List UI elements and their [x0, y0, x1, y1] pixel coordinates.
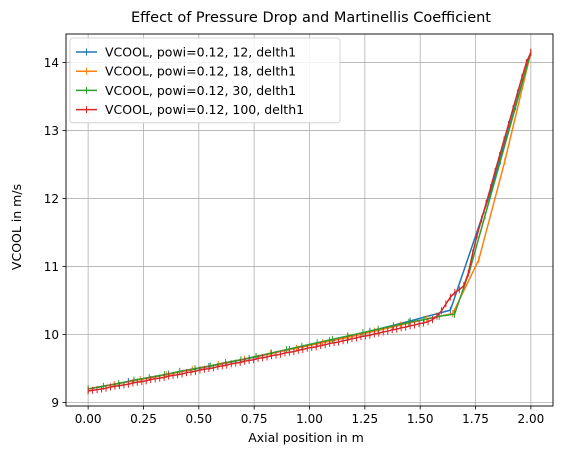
x-tick-label: 0.50	[185, 412, 212, 426]
x-axis: 0.00 0.25 0.50 0.75 1.00 1.25 1.50 1.75 2.00	[75, 406, 544, 426]
legend-label: VCOOL, powi=0.12, 12, delth1	[105, 45, 296, 60]
x-tick-label: 0.00	[75, 412, 102, 426]
x-tick-label: 1.00	[296, 412, 323, 426]
y-tick-label: 13	[44, 124, 59, 138]
y-tick-label: 10	[44, 328, 59, 342]
legend-entry: VCOOL, powi=0.12, 18, delth1	[76, 64, 296, 79]
x-tick-label: 0.75	[241, 412, 268, 426]
series-line	[88, 52, 532, 392]
series-group	[87, 48, 532, 395]
series-4	[87, 48, 532, 395]
y-tick-label: 14	[44, 56, 59, 70]
grid	[66, 34, 553, 406]
legend: VCOOL, powi=0.12, 12, delth1 VCOOL, powi=…	[69, 37, 341, 124]
y-tick-label: 12	[44, 192, 59, 206]
legend-entry: VCOOL, powi=0.12, 12, delth1	[76, 45, 296, 60]
legend-label: VCOOL, powi=0.12, 18, delth1	[105, 64, 296, 79]
y-axis: 9 10 11 12 13 14	[44, 56, 66, 410]
x-tick-label: 1.25	[351, 412, 378, 426]
series-line	[88, 52, 532, 390]
x-axis-label: Axial position in m	[248, 430, 364, 445]
x-tick-label: 0.25	[130, 412, 157, 426]
x-tick-label: 1.50	[407, 412, 434, 426]
x-tick-label: 2.00	[518, 412, 545, 426]
legend-label: VCOOL, powi=0.12, 30, delth1	[105, 83, 296, 98]
y-tick-label: 11	[44, 260, 59, 274]
y-tick-label: 9	[51, 396, 59, 410]
legend-box	[69, 37, 341, 124]
chart-title: Effect of Pressure Drop and Martinellis …	[131, 10, 491, 26]
legend-entry: VCOOL, powi=0.12, 30, delth1	[76, 83, 296, 98]
y-axis-label: VCOOL in m/s	[9, 184, 24, 270]
legend-entry: VCOOL, powi=0.12, 100, delth1	[76, 102, 304, 117]
legend-label: VCOOL, powi=0.12, 100, delth1	[105, 102, 304, 117]
x-tick-label: 1.75	[462, 412, 489, 426]
series-3	[87, 48, 532, 393]
